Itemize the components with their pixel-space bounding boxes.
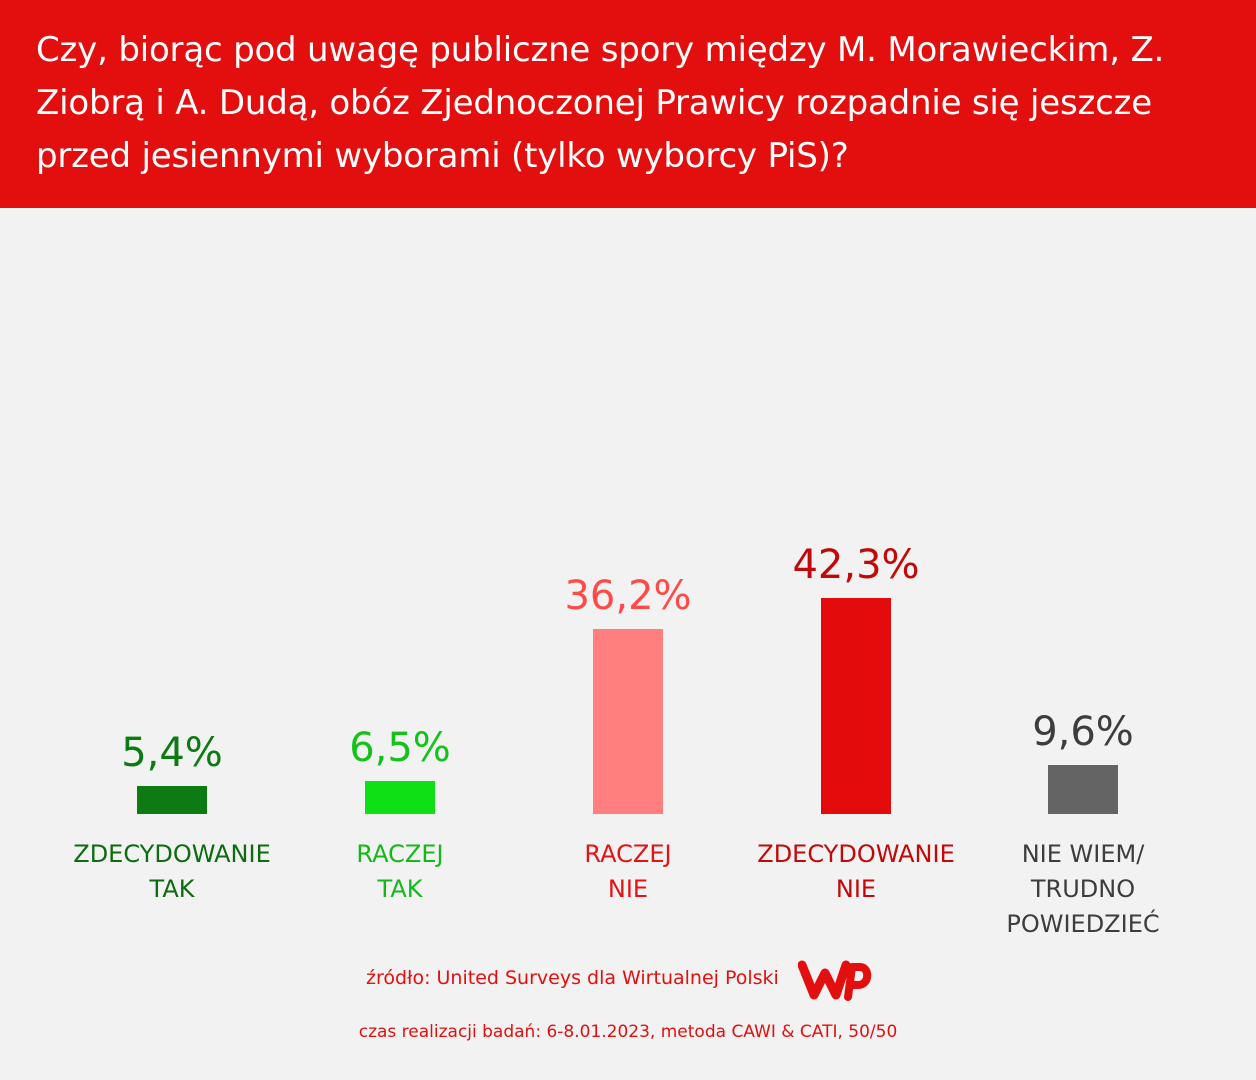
category-label-4: ZDECYDOWANIE NIE	[757, 840, 955, 903]
category-label-3: RACZEJ NIE	[584, 840, 672, 903]
bar-3	[593, 629, 663, 814]
category-label-2: RACZEJ TAK	[356, 840, 444, 903]
bar-5	[1048, 765, 1118, 814]
bar-4	[821, 598, 891, 814]
value-label-2: 6,5%	[349, 725, 451, 771]
bar-2	[365, 781, 435, 814]
source-row: źródło: United Surveys dla Wirtualnej Po…	[0, 955, 1256, 1005]
bar-1	[137, 786, 207, 814]
value-label-3: 36,2%	[564, 573, 692, 619]
category-label-1: ZDECYDOWANIE TAK	[73, 840, 271, 903]
value-label-4: 42,3%	[792, 542, 920, 588]
wp-logo-icon	[798, 960, 872, 1001]
header-banner: Czy, biorąc pod uwagę publiczne spory mi…	[0, 0, 1256, 208]
chart-title: Czy, biorąc pod uwagę publiczne spory mi…	[36, 30, 1165, 176]
value-label-5: 9,6%	[1032, 709, 1134, 755]
value-label-1: 5,4%	[121, 730, 223, 776]
category-label-5: NIE WIEM/ TRUDNO POWIEDZIEĆ	[1006, 840, 1160, 938]
source-text: źródło: United Surveys dla Wirtualnej Po…	[366, 967, 779, 989]
method-text: czas realizacji badań: 6-8.01.2023, meto…	[358, 1022, 898, 1042]
